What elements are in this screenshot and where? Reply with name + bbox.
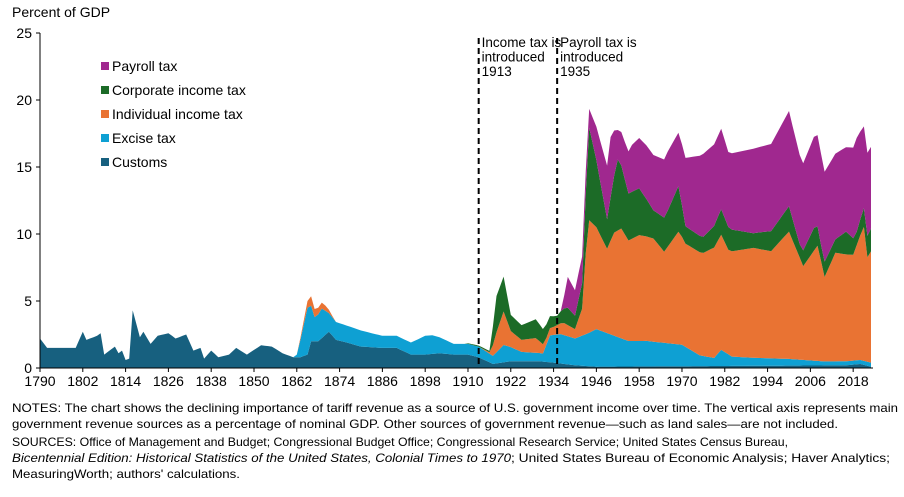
notes: NOTES: The chart shows the declining imp… bbox=[12, 401, 898, 481]
x-tick-label: 2018 bbox=[838, 373, 869, 389]
x-tick-label: 1850 bbox=[238, 373, 269, 389]
notes-line-2: government revenue sources as a percenta… bbox=[12, 417, 838, 431]
y-tick-label: 0 bbox=[24, 360, 32, 376]
y-tick-label: 10 bbox=[16, 226, 32, 242]
x-tick-label: 1874 bbox=[324, 373, 355, 389]
x-tick-label: 1898 bbox=[410, 373, 441, 389]
x-tick-label: 1910 bbox=[452, 373, 483, 389]
annotation-text: 1913 bbox=[482, 64, 512, 79]
legend-swatch bbox=[101, 86, 109, 94]
sources-italic-title: Bicentennial Edition: Historical Statist… bbox=[12, 451, 511, 465]
annotation-text: introduced bbox=[560, 50, 623, 65]
x-tick-label: 1802 bbox=[67, 373, 98, 389]
annotation-text: introduced bbox=[482, 50, 545, 65]
legend-label: Corporate income tax bbox=[112, 82, 246, 98]
legend-label: Customs bbox=[112, 154, 167, 170]
x-tick-label: 1826 bbox=[153, 373, 184, 389]
legend-item: Corporate income tax bbox=[101, 82, 246, 98]
y-tick-label: 20 bbox=[16, 92, 32, 108]
legend-item: Excise tax bbox=[101, 130, 176, 146]
x-tick-label: 1790 bbox=[24, 373, 55, 389]
x-tick-label: 1958 bbox=[624, 373, 655, 389]
y-tick-label: 25 bbox=[16, 25, 32, 41]
legend-swatch bbox=[101, 62, 109, 70]
x-tick-label: 1994 bbox=[752, 373, 783, 389]
axes: 0 5 10 15 20 25 1790 1802 1814 1826 1838 1850 1862 18… bbox=[16, 25, 873, 389]
annotation-text: Income tax is bbox=[482, 35, 562, 50]
area-corporate-income-tax bbox=[40, 127, 871, 360]
sources-line-2: ; United States Bureau of Economic Analy… bbox=[511, 451, 890, 465]
legend-label: Payroll tax bbox=[112, 58, 177, 74]
sources-line-1: SOURCES: Office of Management and Budget… bbox=[12, 435, 788, 449]
legend: Payroll tax Corporate income tax Individua… bbox=[101, 58, 246, 170]
legend-item: Customs bbox=[101, 154, 167, 170]
y-axis-label: Percent of GDP bbox=[12, 4, 110, 20]
sources-line-3: MeasuringWorth; authors' calculations. bbox=[12, 467, 240, 481]
area-excise-tax bbox=[40, 305, 871, 367]
area-layers bbox=[40, 108, 871, 368]
legend-swatch bbox=[101, 158, 109, 166]
legend-swatch bbox=[101, 110, 109, 118]
y-tick-label: 5 bbox=[24, 293, 32, 309]
x-tick-label: 1934 bbox=[538, 373, 569, 389]
legend-swatch bbox=[101, 134, 109, 142]
x-tick-label: 1862 bbox=[281, 373, 312, 389]
x-tick-label: 1970 bbox=[666, 373, 697, 389]
notes-line-1: NOTES: The chart shows the declining imp… bbox=[12, 401, 898, 415]
legend-label: Individual income tax bbox=[112, 106, 243, 122]
legend-item: Individual income tax bbox=[101, 106, 243, 122]
x-tick-label: 1982 bbox=[709, 373, 740, 389]
y-tick-label: 15 bbox=[16, 159, 32, 175]
annotation-text: 1935 bbox=[560, 64, 590, 79]
x-tick-label: 1814 bbox=[110, 373, 141, 389]
x-tick-label: 1922 bbox=[495, 373, 526, 389]
area-customs bbox=[40, 310, 871, 368]
x-tick-label: 1886 bbox=[367, 373, 398, 389]
x-tick-label: 1838 bbox=[196, 373, 227, 389]
x-tick-label: 2006 bbox=[795, 373, 826, 389]
area-individual-income-tax bbox=[40, 220, 871, 363]
x-tick-label: 1946 bbox=[581, 373, 612, 389]
legend-label: Excise tax bbox=[112, 130, 176, 146]
area-payroll-tax bbox=[40, 108, 871, 361]
legend-item: Payroll tax bbox=[101, 58, 177, 74]
annotation-text: Payroll tax is bbox=[560, 35, 637, 50]
